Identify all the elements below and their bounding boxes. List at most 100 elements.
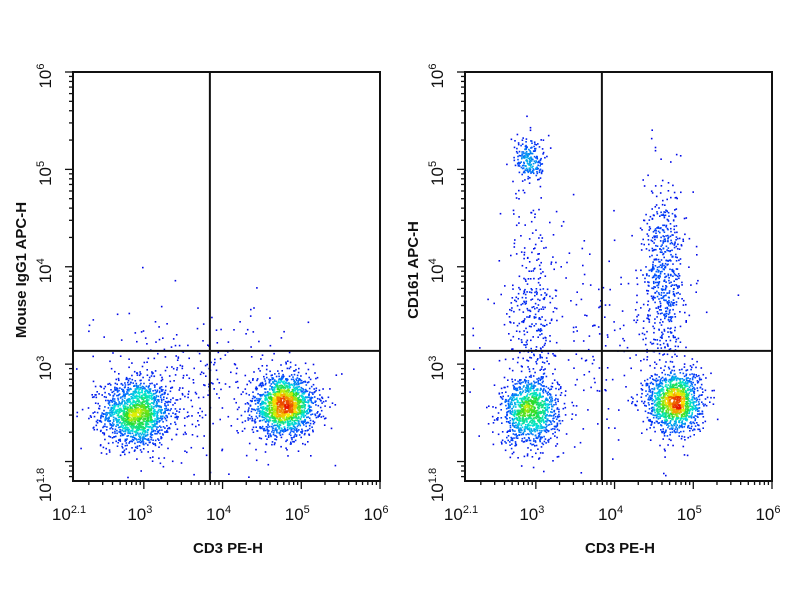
event-point xyxy=(593,325,595,327)
event-point xyxy=(705,390,707,392)
event-point xyxy=(108,417,110,419)
event-point xyxy=(531,212,533,214)
event-point xyxy=(256,380,258,382)
event-point xyxy=(235,364,237,366)
event-point xyxy=(116,384,118,386)
event-point xyxy=(555,295,557,297)
event-point xyxy=(150,457,152,459)
event-point xyxy=(661,347,663,349)
event-point xyxy=(292,376,294,378)
event-point xyxy=(526,138,528,140)
event-point xyxy=(158,326,160,328)
event-point xyxy=(139,375,141,377)
event-point xyxy=(658,306,660,308)
event-point xyxy=(321,410,323,412)
event-point xyxy=(169,410,171,412)
event-point xyxy=(167,402,169,404)
event-point xyxy=(126,442,128,444)
event-point xyxy=(140,373,142,375)
event-point xyxy=(139,433,141,435)
event-point xyxy=(583,390,585,392)
event-point xyxy=(673,288,675,290)
event-point xyxy=(92,356,94,358)
event-point xyxy=(273,430,275,432)
event-point xyxy=(507,440,509,442)
event-point xyxy=(279,424,281,426)
event-point xyxy=(608,427,610,429)
event-point xyxy=(314,396,316,398)
event-point xyxy=(298,416,300,418)
event-point xyxy=(679,311,681,313)
event-point xyxy=(124,423,126,425)
event-point xyxy=(128,394,130,396)
event-point xyxy=(278,414,280,416)
event-point xyxy=(576,353,578,355)
event-point xyxy=(589,253,591,255)
event-point xyxy=(272,423,274,425)
event-point xyxy=(131,436,133,438)
event-point xyxy=(520,235,522,237)
event-point xyxy=(675,279,677,281)
event-point xyxy=(157,353,159,355)
event-point xyxy=(93,319,95,321)
event-point xyxy=(160,416,162,418)
event-point xyxy=(535,314,537,316)
event-point xyxy=(105,417,107,419)
event-point xyxy=(646,290,648,292)
event-point xyxy=(523,301,525,303)
event-point xyxy=(506,421,508,423)
event-point xyxy=(514,383,516,385)
event-point xyxy=(528,176,530,178)
event-point xyxy=(300,389,302,391)
event-point xyxy=(299,401,301,403)
event-point xyxy=(644,220,646,222)
event-point xyxy=(590,284,592,286)
event-point xyxy=(681,298,683,300)
event-point xyxy=(275,420,277,422)
event-point xyxy=(674,226,676,228)
event-point xyxy=(285,430,287,432)
event-point xyxy=(172,387,174,389)
event-point xyxy=(275,403,277,405)
event-point xyxy=(487,299,489,301)
event-point xyxy=(653,250,655,252)
event-point xyxy=(109,405,111,407)
event-point xyxy=(312,413,314,415)
event-point xyxy=(134,423,136,425)
event-point xyxy=(540,324,542,326)
event-point xyxy=(265,392,267,394)
event-point xyxy=(268,379,270,381)
event-point xyxy=(613,321,615,323)
event-point xyxy=(274,393,276,395)
event-point xyxy=(684,363,686,365)
event-point xyxy=(656,259,658,261)
event-point xyxy=(263,419,265,421)
event-point xyxy=(639,334,641,336)
event-point xyxy=(142,377,144,379)
event-point xyxy=(664,435,666,437)
event-point xyxy=(136,410,138,412)
event-point xyxy=(650,228,652,230)
event-point xyxy=(122,427,124,429)
event-point xyxy=(628,283,630,285)
event-point xyxy=(145,423,147,425)
event-point xyxy=(114,401,116,403)
event-point xyxy=(187,412,189,414)
event-point xyxy=(537,179,539,181)
event-point xyxy=(643,320,645,322)
event-point xyxy=(651,129,653,131)
event-point xyxy=(713,397,715,399)
event-point xyxy=(302,406,304,408)
event-point xyxy=(584,240,586,242)
event-point xyxy=(271,387,273,389)
event-point xyxy=(672,243,674,245)
event-point xyxy=(202,417,204,419)
event-point xyxy=(119,419,121,421)
event-point xyxy=(249,380,251,382)
event-point xyxy=(655,230,657,232)
event-point xyxy=(311,386,313,388)
event-point xyxy=(319,413,321,415)
event-point xyxy=(172,412,174,414)
event-point xyxy=(230,372,232,374)
event-point xyxy=(532,232,534,234)
